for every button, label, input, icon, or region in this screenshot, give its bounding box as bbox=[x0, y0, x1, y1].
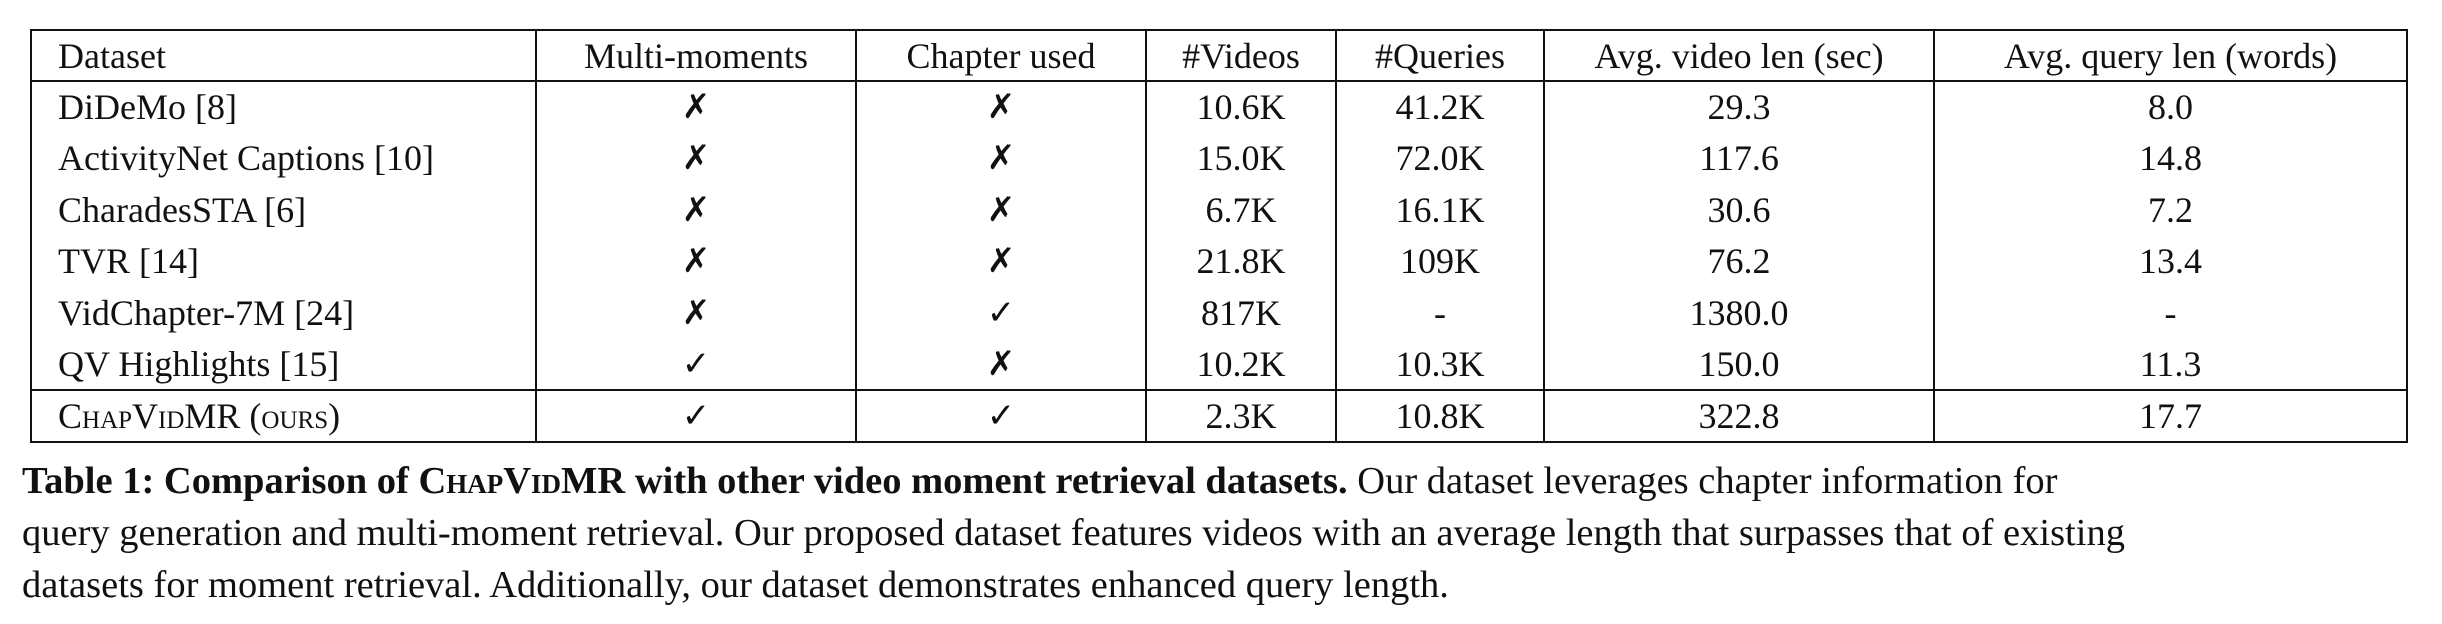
avg-video-len-cell: 76.2 bbox=[1543, 235, 1935, 287]
column-header-avg-query-len: Avg. query len (words) bbox=[1933, 30, 2408, 81]
table-row: CharadesSTA [6] ✗ ✗ 6.7K 16.1K 30.6 7.2 bbox=[30, 184, 2408, 236]
queries-count-cell: 41.2K bbox=[1335, 81, 1545, 133]
chapter-used-cell: ✗ bbox=[855, 132, 1147, 184]
column-header-multi-moments: Multi-moments bbox=[535, 30, 857, 81]
chapter-used-cell: ✓ bbox=[855, 287, 1147, 339]
caption-lead-prefix: Table 1: Comparison of bbox=[22, 460, 419, 502]
avg-query-len-cell: 7.2 bbox=[1933, 184, 2408, 236]
avg-video-len-cell: 117.6 bbox=[1543, 132, 1935, 184]
avg-query-len-cell: 11.3 bbox=[1933, 338, 2408, 390]
caption-lead-dataset-name: ChapVidMR bbox=[418, 460, 626, 502]
avg-video-len-cell: 1380.0 bbox=[1543, 287, 1935, 339]
videos-count-cell: 10.6K bbox=[1145, 81, 1337, 133]
queries-count-cell: 16.1K bbox=[1335, 184, 1545, 236]
chapter-used-cell: ✗ bbox=[855, 338, 1147, 390]
chapter-used-cell: ✓ bbox=[855, 390, 1147, 442]
avg-video-len-cell: 150.0 bbox=[1543, 338, 1935, 390]
dataset-name-cell: DiDeMo [8] bbox=[30, 81, 537, 133]
table-row: ActivityNet Captions [10] ✗ ✗ 15.0K 72.0… bbox=[30, 132, 2408, 184]
caption-line-2: query generation and multi-moment retrie… bbox=[22, 512, 2125, 554]
caption-line-1: Table 1: Comparison of ChapVidMR with ot… bbox=[22, 455, 2422, 507]
queries-count-cell: 109K bbox=[1335, 235, 1545, 287]
table-caption: Table 1: Comparison of ChapVidMR with ot… bbox=[22, 455, 2422, 611]
column-header-videos: #Videos bbox=[1145, 30, 1337, 81]
chapter-used-cell: ✗ bbox=[855, 235, 1147, 287]
avg-query-len-cell: - bbox=[1933, 287, 2408, 339]
queries-count-cell: 10.8K bbox=[1335, 390, 1545, 442]
multi-moments-cell: ✗ bbox=[535, 287, 857, 339]
dataset-name-cell: CharadesSTA [6] bbox=[30, 184, 537, 236]
avg-video-len-cell: 322.8 bbox=[1543, 390, 1935, 442]
dataset-name-cell: VidChapter-7M [24] bbox=[30, 287, 537, 339]
table-row: QV Highlights [15] ✓ ✗ 10.2K 10.3K 150.0… bbox=[30, 338, 2408, 390]
multi-moments-cell: ✗ bbox=[535, 184, 857, 236]
multi-moments-cell: ✗ bbox=[535, 81, 857, 133]
multi-moments-cell: ✓ bbox=[535, 338, 857, 390]
column-header-avg-video-len: Avg. video len (sec) bbox=[1543, 30, 1935, 81]
column-header-chapter-used: Chapter used bbox=[855, 30, 1147, 81]
table-header-row: Dataset Multi-moments Chapter used #Vide… bbox=[30, 30, 2408, 81]
dataset-name-cell: ActivityNet Captions [10] bbox=[30, 132, 537, 184]
table-row: TVR [14] ✗ ✗ 21.8K 109K 76.2 13.4 bbox=[30, 235, 2408, 287]
caption-line-3: datasets for moment retrieval. Additiona… bbox=[22, 564, 1449, 606]
caption-lead: Table 1: Comparison of ChapVidMR with ot… bbox=[22, 460, 1348, 502]
avg-query-len-cell: 8.0 bbox=[1933, 81, 2408, 133]
queries-count-cell: 10.3K bbox=[1335, 338, 1545, 390]
table-row: DiDeMo [8] ✗ ✗ 10.6K 41.2K 29.3 8.0 bbox=[30, 81, 2408, 133]
comparison-table-container: Dataset Multi-moments Chapter used #Vide… bbox=[30, 29, 2408, 443]
chapter-used-cell: ✗ bbox=[855, 81, 1147, 133]
column-header-queries: #Queries bbox=[1335, 30, 1545, 81]
multi-moments-cell: ✗ bbox=[535, 132, 857, 184]
videos-count-cell: 10.2K bbox=[1145, 338, 1337, 390]
avg-query-len-cell: 13.4 bbox=[1933, 235, 2408, 287]
column-header-dataset: Dataset bbox=[30, 30, 537, 81]
table-row-ours: ChapVidMR (ours) ✓ ✓ 2.3K 10.8K 322.8 17… bbox=[30, 390, 2408, 442]
avg-video-len-cell: 30.6 bbox=[1543, 184, 1935, 236]
dataset-name-cell: TVR [14] bbox=[30, 235, 537, 287]
queries-count-cell: 72.0K bbox=[1335, 132, 1545, 184]
videos-count-cell: 817K bbox=[1145, 287, 1337, 339]
queries-count-cell: - bbox=[1335, 287, 1545, 339]
table-row: VidChapter-7M [24] ✗ ✓ 817K - 1380.0 - bbox=[30, 287, 2408, 339]
chapter-used-cell: ✗ bbox=[855, 184, 1147, 236]
caption-lead-suffix: with other video moment retrieval datase… bbox=[625, 460, 1348, 502]
videos-count-cell: 21.8K bbox=[1145, 235, 1337, 287]
videos-count-cell: 6.7K bbox=[1145, 184, 1337, 236]
caption-line-1-rest: Our dataset leverages chapter informatio… bbox=[1347, 460, 2058, 502]
videos-count-cell: 15.0K bbox=[1145, 132, 1337, 184]
multi-moments-cell: ✗ bbox=[535, 235, 857, 287]
multi-moments-cell: ✓ bbox=[535, 390, 857, 442]
dataset-name-cell: QV Highlights [15] bbox=[30, 338, 537, 390]
avg-query-len-cell: 17.7 bbox=[1933, 390, 2408, 442]
avg-query-len-cell: 14.8 bbox=[1933, 132, 2408, 184]
comparison-table: Dataset Multi-moments Chapter used #Vide… bbox=[30, 29, 2408, 443]
avg-video-len-cell: 29.3 bbox=[1543, 81, 1935, 133]
dataset-name-cell: ChapVidMR (ours) bbox=[30, 390, 537, 442]
videos-count-cell: 2.3K bbox=[1145, 390, 1337, 442]
